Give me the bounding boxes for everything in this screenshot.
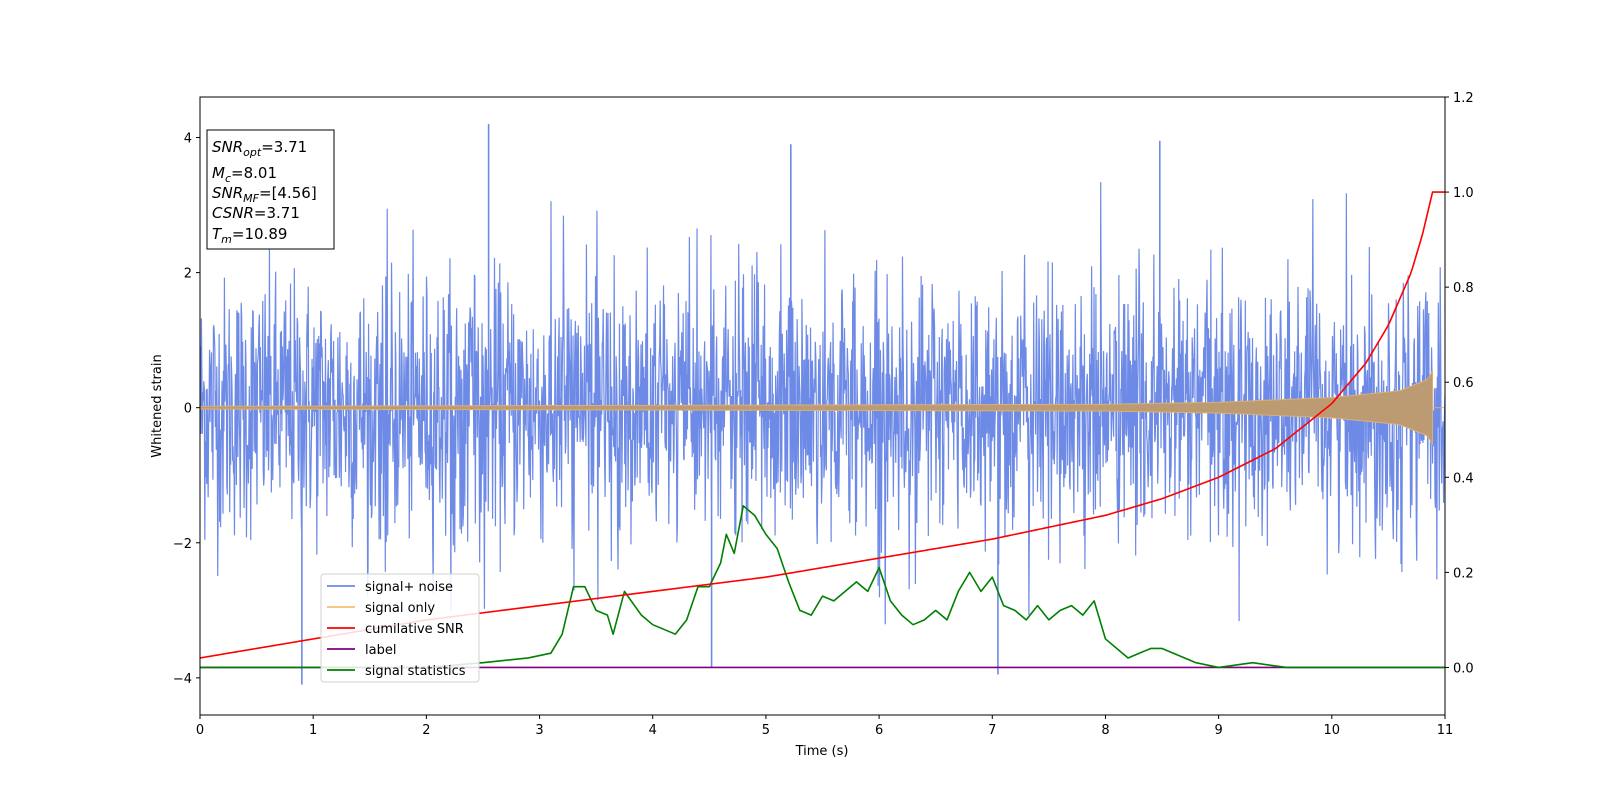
annotation-line: Mc=8.01 (212, 164, 277, 185)
y-right-tick-label: 0.4 (1453, 471, 1474, 486)
signal-noise-series (200, 124, 1445, 685)
left-y-axis-ticks: −4 −2 0 2 4 (173, 132, 200, 687)
x-axis-ticks: 0 1 2 3 4 5 6 7 8 9 10 11 (196, 715, 1453, 738)
x-tick-label: 2 (422, 723, 430, 738)
annotation-frame (206, 129, 335, 250)
y-right-tick-label: 0.6 (1453, 376, 1474, 391)
legend-frame (320, 573, 480, 683)
annotation-line: SNRMF=[4.56] (212, 184, 317, 205)
annotation-symbol: T (212, 225, 223, 243)
signal-only-series (200, 370, 1445, 446)
x-tick-label: 0 (196, 723, 204, 738)
signal-statistics-line (200, 505, 1445, 669)
x-tick-label: 6 (875, 723, 883, 738)
annotation-line: CSNR=3.71 (212, 204, 300, 222)
y-left-tick-label: 4 (184, 132, 192, 147)
y-right-tick-label: 0.0 (1453, 661, 1474, 676)
legend-label: signal only (365, 601, 435, 616)
annotation-symbol: SNR (212, 138, 243, 156)
annotation-symbol: M (212, 164, 225, 182)
annotation-subscript: c (225, 172, 231, 185)
signal-noise-line (200, 182, 1445, 625)
x-tick-label: 10 (1324, 723, 1341, 738)
annotation-line: SNRopt=3.71 (212, 138, 307, 159)
legend: signal+ noise signal only cumilative SNR la… (320, 573, 480, 683)
y-left-tick-label: 0 (184, 402, 192, 417)
signal-only-envelope (200, 370, 1434, 446)
y-left-tick-label: −4 (173, 672, 192, 687)
annotation-value: =[4.56] (259, 184, 317, 202)
annotation-value: =8.01 (231, 164, 277, 182)
y-right-tick-label: 1.0 (1453, 186, 1474, 201)
y-right-tick-label: 0.2 (1453, 566, 1474, 581)
x-tick-label: 1 (309, 723, 317, 738)
annotation-value: =3.71 (261, 138, 307, 156)
legend-label: label (365, 643, 396, 658)
legend-label: signal+ noise (365, 580, 453, 595)
annotation-value: =10.89 (232, 225, 288, 243)
annotation-value: =3.71 (254, 204, 300, 222)
x-tick-label: 9 (1214, 723, 1222, 738)
x-tick-label: 5 (762, 723, 770, 738)
right-y-axis-ticks: 0.0 0.2 0.4 0.6 0.8 1.0 1.2 (1445, 91, 1474, 676)
x-tick-label: 4 (649, 723, 657, 738)
annotation-symbol: SNR (212, 184, 243, 202)
y-left-tick-label: −2 (173, 537, 192, 552)
y-axis-label: Whitened strain (150, 354, 165, 457)
y-right-tick-label: 1.2 (1453, 91, 1474, 106)
annotation-box: SNRopt=3.71Mc=8.01SNRMF=[4.56]CSNR=3.71T… (206, 129, 335, 250)
axes-spines (199, 96, 1446, 716)
y-right-tick-label: 0.8 (1453, 281, 1474, 296)
x-tick-label: 8 (1101, 723, 1109, 738)
y-left-tick-label: 2 (184, 267, 192, 282)
x-axis-label: Time (s) (795, 744, 849, 759)
annotation-subscript: opt (243, 146, 262, 159)
annotation-subscript: MF (243, 192, 259, 205)
x-tick-label: 3 (535, 723, 543, 738)
annotation-line: Tm=10.89 (212, 225, 287, 246)
x-tick-label: 7 (988, 723, 996, 738)
legend-label: signal statistics (365, 664, 466, 679)
annotation-subscript: m (221, 233, 232, 246)
signal-statistics-series (200, 505, 1445, 669)
x-tick-label: 11 (1437, 723, 1454, 738)
annotation-symbol: CSNR (212, 204, 254, 222)
legend-label: cumilative SNR (365, 622, 464, 637)
